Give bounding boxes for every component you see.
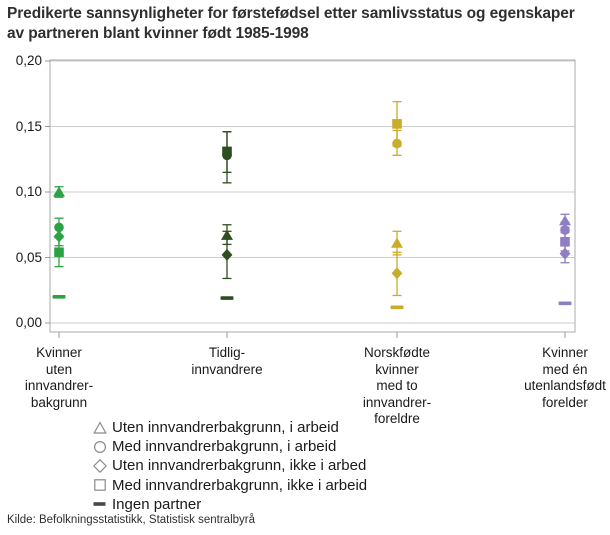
marker-dash xyxy=(558,301,572,306)
y-axis-tick-label: 0,20 xyxy=(15,53,42,68)
marker-diamond xyxy=(391,267,403,280)
legend-label: Med innvandrerbakgrunn, i arbeid xyxy=(112,438,337,456)
marker-dash xyxy=(220,296,234,300)
legend-row: Med innvandrerbakgrunn, i arbeid xyxy=(93,437,367,456)
marker-dash xyxy=(390,305,404,310)
marker-square xyxy=(392,119,402,129)
marker-circle xyxy=(392,138,402,149)
chart-title: Predikerte sannsynligheter for førstefød… xyxy=(7,5,575,42)
legend-row: Med innvandrerbakgrunn, ikke i arbeid xyxy=(93,476,367,495)
marker-circle xyxy=(54,222,64,233)
marker-triangle xyxy=(221,229,233,240)
y-axis-tick-label: 0,15 xyxy=(15,118,42,134)
dash-icon xyxy=(93,502,106,507)
triangle-icon xyxy=(93,420,107,434)
diamond-icon xyxy=(93,458,107,473)
marker-dash xyxy=(52,295,66,299)
legend: Uten innvandrerbakgrunn, i arbeid Med in… xyxy=(93,418,367,514)
y-axis-tick-label: 0,05 xyxy=(15,249,42,265)
x-axis-category-label: Norskfødte kvinner med to innvandrer- fo… xyxy=(362,345,432,426)
circle-icon xyxy=(93,440,107,453)
marker-triangle xyxy=(559,215,571,226)
legend-label: Med innvandrerbakgrunn, ikke i arbeid xyxy=(112,476,368,494)
legend-row: Uten innvandrerbakgrunn, ikke i arbed xyxy=(93,456,367,475)
x-axis-category-label: Tidlig- innvandrere xyxy=(191,345,263,377)
marker-square xyxy=(54,247,64,258)
y-axis-tick-label: 0,10 xyxy=(15,184,42,199)
y-axis-tick-label: 0,00 xyxy=(15,315,42,330)
legend-row: Uten innvandrerbakgrunn, i arbeid xyxy=(93,418,367,437)
source-note: Kilde: Befolkningsstatistikk, Statistisk… xyxy=(7,514,255,526)
legend-row: Ingen partner xyxy=(93,495,367,514)
legend-label: Uten innvandrerbakgrunn, ikke i arbed xyxy=(112,457,367,475)
x-axis-category-label: Kvinner med én utenlandsfødt forelder xyxy=(524,345,606,410)
marker-square xyxy=(560,236,570,247)
legend-label: Ingen partner xyxy=(112,495,202,513)
marker-circle xyxy=(560,225,570,235)
marker-triangle xyxy=(391,237,403,248)
marker-diamond xyxy=(559,247,571,260)
x-axis-category-label: Kvinner uten innvandrer- bakgrunn xyxy=(24,345,94,410)
marker-diamond xyxy=(53,230,65,243)
marker-diamond xyxy=(221,248,233,261)
marker-triangle xyxy=(53,186,65,197)
legend-label: Uten innvandrerbakgrunn, i arbeid xyxy=(112,419,339,437)
plot-border xyxy=(49,59,576,333)
square-icon xyxy=(94,479,106,491)
marker-square xyxy=(222,146,232,157)
